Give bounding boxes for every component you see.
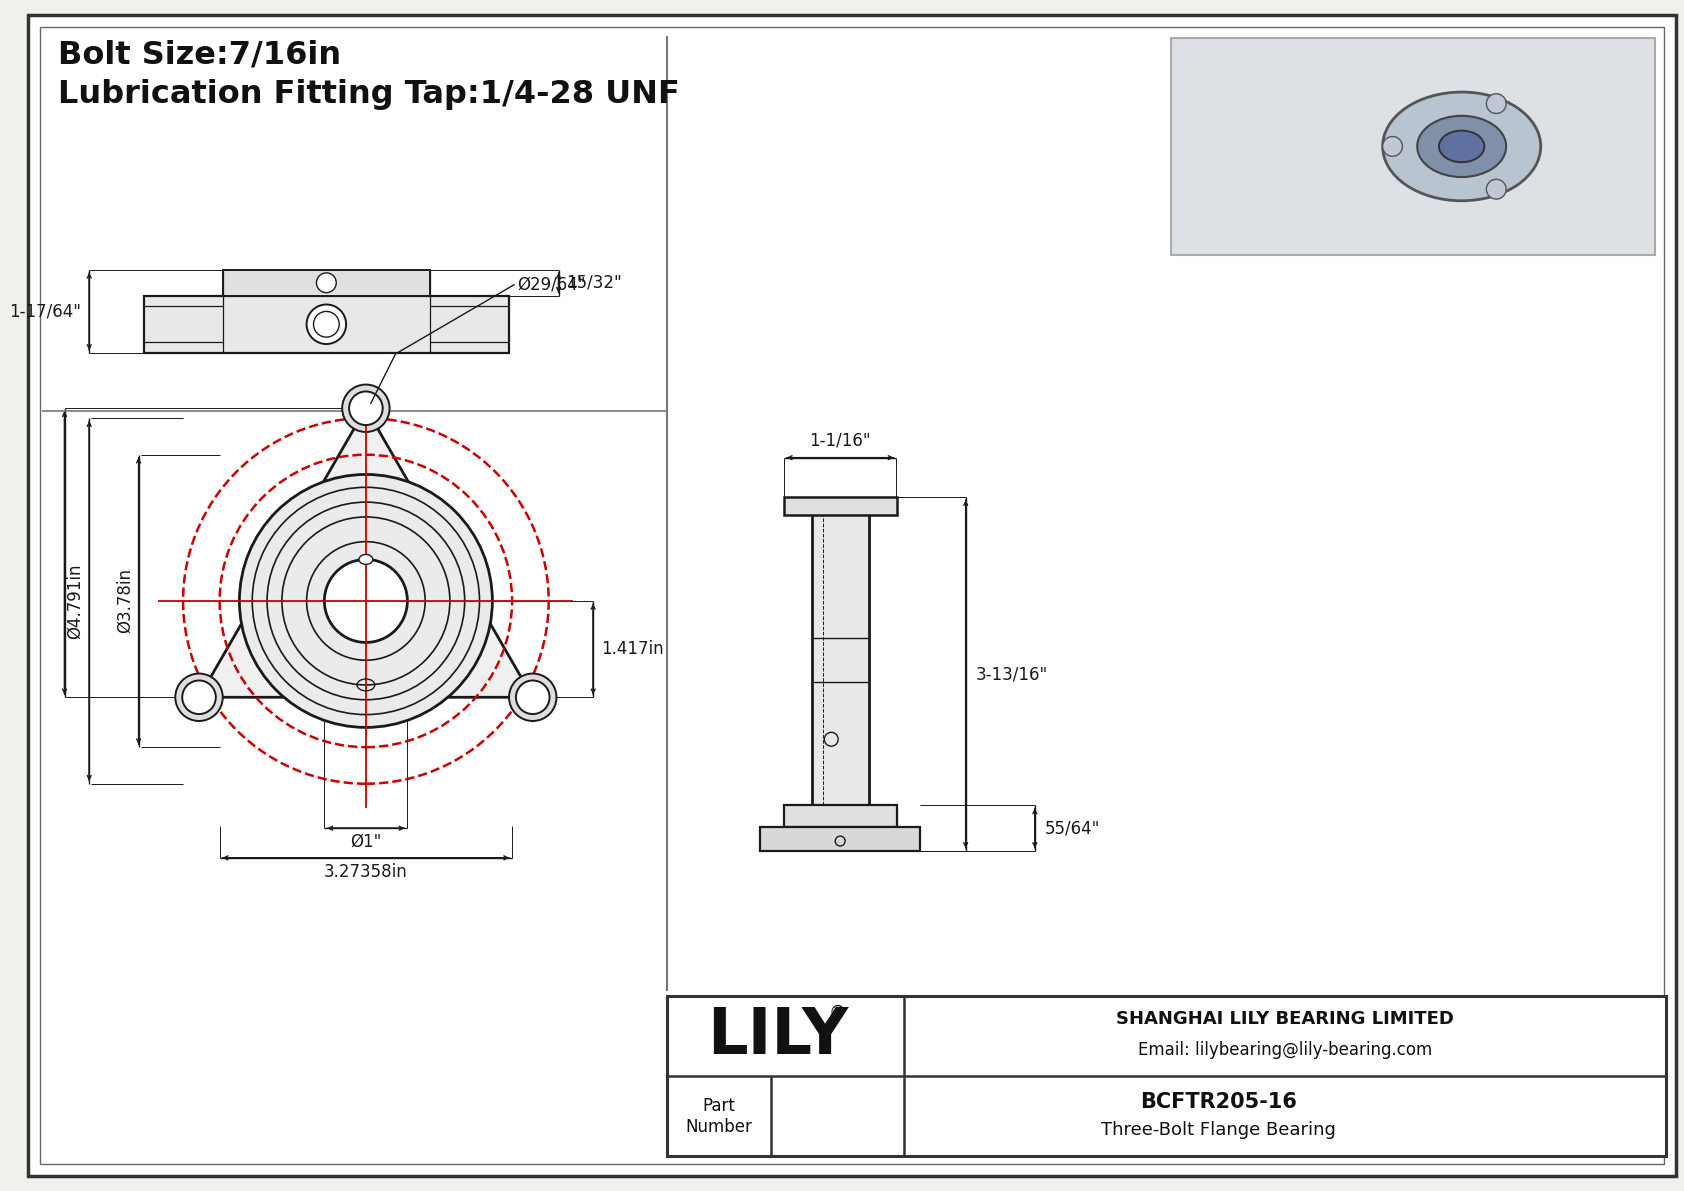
Circle shape <box>342 385 389 432</box>
Circle shape <box>306 305 347 344</box>
Bar <box>759 828 919 850</box>
Text: Part
Number: Part Number <box>685 1097 753 1136</box>
Ellipse shape <box>1383 92 1541 201</box>
Circle shape <box>325 560 408 642</box>
Circle shape <box>509 674 556 721</box>
Text: Ø4.791in: Ø4.791in <box>66 563 84 638</box>
Text: Ø29/64": Ø29/64" <box>517 276 586 294</box>
Bar <box>783 497 898 515</box>
Text: Email: lilybearing@lily-bearing.com: Email: lilybearing@lily-bearing.com <box>1138 1041 1433 1059</box>
Text: 3.27358in: 3.27358in <box>323 862 408 881</box>
Ellipse shape <box>1438 131 1484 162</box>
Polygon shape <box>199 409 532 697</box>
Circle shape <box>1383 137 1403 156</box>
Text: 1-17/64": 1-17/64" <box>10 303 81 320</box>
Text: 1.417in: 1.417in <box>601 640 663 659</box>
Circle shape <box>317 273 337 293</box>
Text: Lubrication Fitting Tap:1/4-28 UNF: Lubrication Fitting Tap:1/4-28 UNF <box>57 80 679 111</box>
Text: ®: ® <box>829 1004 845 1022</box>
Circle shape <box>182 680 216 715</box>
Text: Ø1": Ø1" <box>350 834 382 852</box>
Text: Three-Bolt Flange Bearing: Three-Bolt Flange Bearing <box>1101 1121 1335 1139</box>
Bar <box>143 295 509 353</box>
Text: 15/32": 15/32" <box>566 274 621 292</box>
Text: 1-1/16": 1-1/16" <box>810 432 871 450</box>
Text: Ø3.78in: Ø3.78in <box>116 568 133 634</box>
Circle shape <box>1487 94 1505 113</box>
Bar <box>222 270 429 295</box>
Bar <box>783 805 898 828</box>
Text: SHANGHAI LILY BEARING LIMITED: SHANGHAI LILY BEARING LIMITED <box>1116 1010 1455 1028</box>
Ellipse shape <box>1418 116 1505 177</box>
Text: LILY: LILY <box>707 1005 849 1067</box>
Text: BCFTR205-16: BCFTR205-16 <box>1140 1092 1297 1112</box>
Bar <box>812 515 869 805</box>
Bar <box>1170 38 1655 255</box>
Text: 55/64": 55/64" <box>1044 819 1100 837</box>
Bar <box>667 996 1665 1156</box>
Circle shape <box>175 674 222 721</box>
Text: Bolt Size:7/16in: Bolt Size:7/16in <box>57 39 340 70</box>
Circle shape <box>239 474 492 728</box>
Text: 3-13/16": 3-13/16" <box>975 665 1047 684</box>
Circle shape <box>349 392 382 425</box>
Circle shape <box>515 680 549 715</box>
Ellipse shape <box>359 555 372 565</box>
Circle shape <box>1487 180 1505 199</box>
